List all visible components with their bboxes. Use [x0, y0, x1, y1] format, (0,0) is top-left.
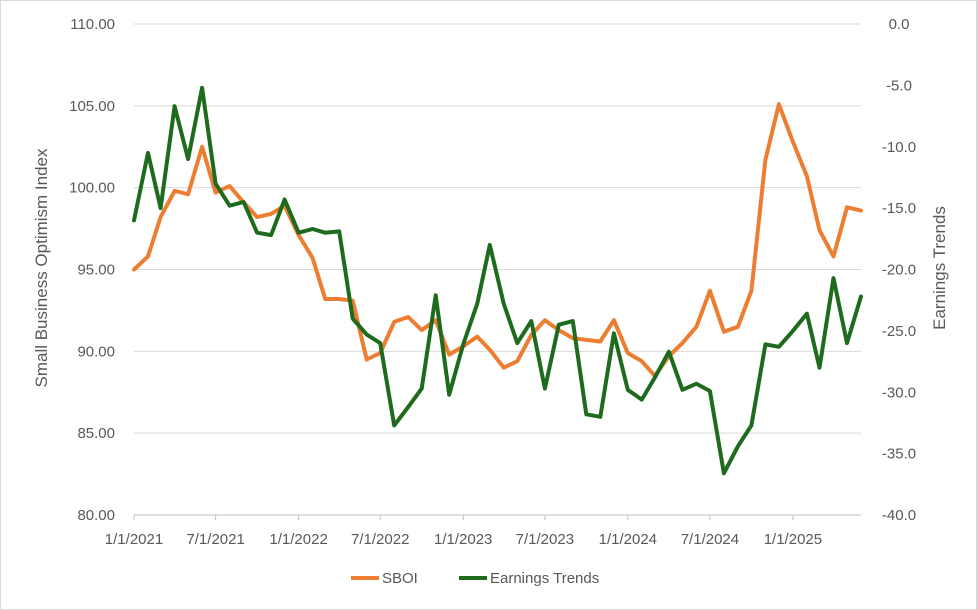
- right-axis-title: Earnings Trends: [930, 206, 949, 330]
- series-line-sboi: [132, 102, 863, 378]
- left-tick-label: 100.00: [69, 180, 115, 197]
- right-tick-label: -35.0: [882, 446, 916, 463]
- right-tick-label: 0.0: [889, 16, 910, 33]
- legend-label-earnings-trends: Earnings Trends: [490, 570, 599, 587]
- left-tick-label: 105.00: [69, 98, 115, 115]
- x-tick-label: 7/1/2022: [351, 531, 409, 548]
- series-lines: [132, 85, 863, 476]
- x-axis-ticks: 1/1/2021 7/1/2021 1/1/2022 7/1/2022 1/1/2023…: [105, 514, 861, 548]
- x-tick-label: 1/1/2023: [434, 531, 492, 548]
- right-tick-label: -15.0: [882, 200, 916, 217]
- right-tick-label: -40.0: [882, 507, 916, 524]
- left-axis-ticks: 80.00 85.00 90.00 95.00 100.00 105.00 110.00: [69, 16, 115, 524]
- left-tick-label: 80.00: [77, 507, 115, 524]
- right-axis-ticks: -40.0 -35.0 -30.0 -25.0 -20.0 -15.0 -10.0 -5.0 0…: [882, 16, 916, 524]
- right-tick-label: -5.0: [886, 77, 912, 94]
- gridlines: [134, 23, 861, 516]
- left-axis-title: Small Business Optimism Index: [32, 148, 51, 388]
- legend: SBOI Earnings Trends: [351, 570, 599, 587]
- right-tick-label: -20.0: [882, 262, 916, 279]
- left-tick-label: 85.00: [77, 425, 115, 442]
- x-tick-label: 1/1/2021: [105, 531, 163, 548]
- right-tick-label: -30.0: [882, 384, 916, 401]
- x-tick-label: 7/1/2021: [186, 531, 244, 548]
- x-tick-label: 7/1/2024: [681, 531, 739, 548]
- left-tick-label: 95.00: [77, 262, 115, 279]
- x-tick-label: 1/1/2025: [764, 531, 822, 548]
- right-tick-label: -25.0: [882, 323, 916, 340]
- series-line-earnings-trends: [132, 85, 863, 476]
- right-tick-label: -10.0: [882, 139, 916, 156]
- x-tick-label: 1/1/2022: [269, 531, 327, 548]
- x-tick-label: 1/1/2024: [599, 531, 657, 548]
- legend-label-sboi: SBOI: [382, 570, 418, 587]
- left-tick-label: 90.00: [77, 343, 115, 360]
- x-tick-label: 7/1/2023: [516, 531, 574, 548]
- left-tick-label: 110.00: [70, 16, 115, 33]
